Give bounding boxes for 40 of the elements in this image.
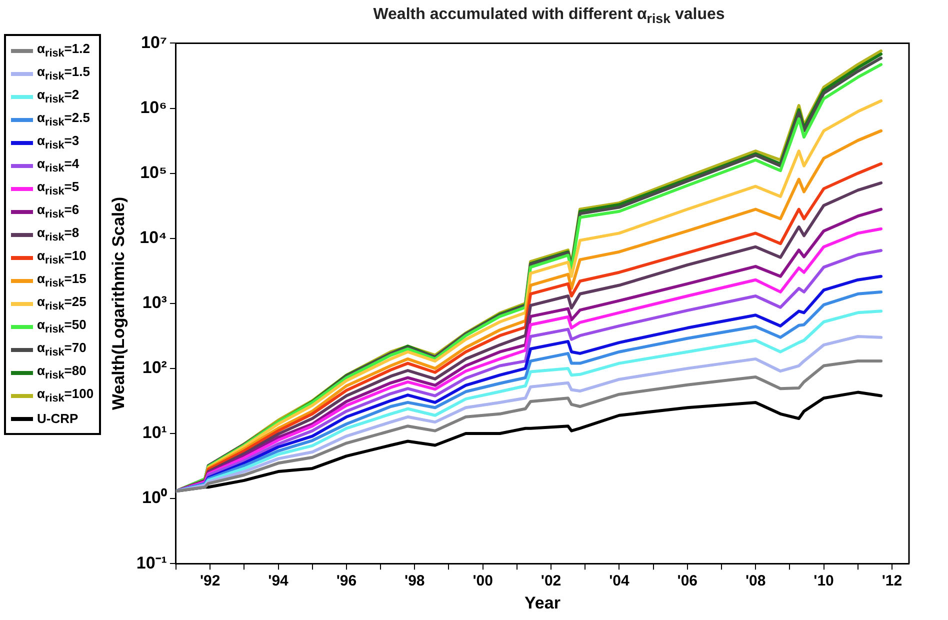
legend-label: α$_{risk}$=1.5 <box>37 64 90 83</box>
x-tick-label: '98 <box>404 572 424 590</box>
legend-label: α$_{risk}$=8 <box>37 225 80 244</box>
x-tick-label: '92 <box>200 572 220 590</box>
y-tick-label: 10⁴ <box>139 228 167 248</box>
x-tick-label: '00 <box>472 572 493 590</box>
y-tick-label: 10⁶ <box>140 98 167 117</box>
x-tick-label: '08 <box>745 572 766 590</box>
legend-label: α$_{risk}$=10 <box>37 248 86 267</box>
legend-label: α$_{risk}$=3 <box>37 133 80 152</box>
legend-label: α$_{risk}$=2.5 <box>37 110 90 129</box>
y-tick-label: 10¹ <box>142 423 167 442</box>
legend-label: α$_{risk}$=15 <box>37 271 86 290</box>
legend-label: α$_{risk}$=100 <box>37 386 94 405</box>
y-tick-label: 10² <box>142 358 167 378</box>
legend-label: α$_{risk}$=50 <box>37 317 86 336</box>
y-tick-label: 10⁻¹ <box>136 553 167 572</box>
x-tick-label: '02 <box>540 572 561 590</box>
legend-label: α$_{risk}$=6 <box>37 202 80 221</box>
legend-label: α$_{risk}$=80 <box>37 363 86 382</box>
x-tick-label: '96 <box>336 572 356 590</box>
x-tick-label: '10 <box>813 572 834 590</box>
y-axis-title: Wealth(Logarithmic Scale) <box>108 196 128 410</box>
legend-label: α$_{risk}$=70 <box>37 340 86 359</box>
x-tick-label: '94 <box>268 572 289 590</box>
x-tick-label: '12 <box>881 572 902 590</box>
x-axis-title: Year <box>524 593 560 612</box>
x-tick-label: '04 <box>608 572 630 590</box>
y-tick-label: 10⁷ <box>140 32 167 52</box>
legend-label: α$_{risk}$=1.2 <box>37 41 90 60</box>
legend-label: U-CRP <box>37 411 78 426</box>
legend-label: α$_{risk}$=25 <box>37 294 86 313</box>
y-tick-label: 10⁵ <box>140 162 167 182</box>
legend-label: α$_{risk}$=2 <box>37 87 80 106</box>
x-tick-label: '06 <box>676 572 698 590</box>
legend-label: α$_{risk}$=4 <box>37 156 80 175</box>
y-tick-label: 10⁰ <box>142 488 167 508</box>
chart-title: Wealth accumulated with different α$_{risk}$ values <box>372 5 726 28</box>
y-tick-label: 10³ <box>142 293 167 312</box>
legend-label: α$_{risk}$=5 <box>37 179 80 198</box>
